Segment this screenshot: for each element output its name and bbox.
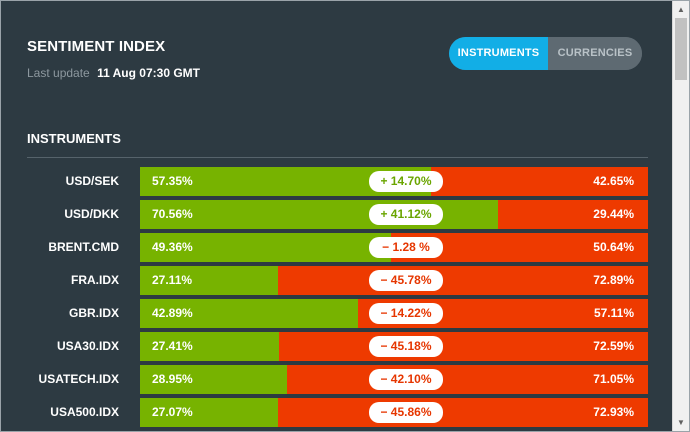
long-percent: 42.89%: [152, 306, 193, 320]
instrument-label: BRENT.CMD: [48, 240, 119, 254]
list-item: USD/SEK 57.35% + 14.70% 42.65%: [1, 167, 672, 200]
last-update-label: Last update: [27, 66, 90, 80]
vertical-scrollbar[interactable]: ▲ ▼: [672, 1, 689, 431]
sentiment-bar[interactable]: 27.41% − 45.18% 72.59%: [140, 332, 648, 361]
short-percent: 72.89%: [593, 273, 634, 287]
short-percent: 71.05%: [593, 372, 634, 386]
arrow-up-icon[interactable]: ▲: [677, 5, 685, 14]
view-toggle: INSTRUMENTS CURRENCIES: [449, 37, 642, 70]
long-fill: [140, 233, 391, 262]
difference-badge: − 14.22%: [369, 303, 443, 324]
sentiment-list: USD/SEK 57.35% + 14.70% 42.65% USD/DKK 70.56%…: [1, 167, 672, 431]
section-divider: [27, 157, 648, 158]
scrollbar-thumb[interactable]: [675, 18, 687, 80]
list-item: USATECH.IDX 28.95% − 42.10% 71.05%: [1, 365, 672, 398]
sentiment-bar[interactable]: 28.95% − 42.10% 71.05%: [140, 365, 648, 394]
list-item: BRENT.CMD 49.36% − 1.28 % 50.64%: [1, 233, 672, 266]
sentiment-bar[interactable]: 27.11% − 45.78% 72.89%: [140, 266, 648, 295]
difference-badge: + 14.70%: [369, 171, 443, 192]
instrument-label: FRA.IDX: [71, 273, 119, 287]
instrument-label: GBR.IDX: [68, 306, 119, 320]
short-percent: 42.65%: [593, 174, 634, 188]
sentiment-bar[interactable]: 27.07% − 45.86% 72.93%: [140, 398, 648, 427]
page-title: SENTIMENT INDEX: [27, 38, 166, 55]
long-percent: 70.56%: [152, 207, 193, 221]
sentiment-panel: SENTIMENT INDEX Last update 11 Aug 07:30…: [1, 1, 672, 431]
long-fill: [140, 266, 278, 295]
short-percent: 57.11%: [593, 306, 634, 320]
list-item: USD/DKK 70.56% + 41.12% 29.44%: [1, 200, 672, 233]
instrument-label: USA30.IDX: [56, 339, 119, 353]
list-item: USA30.IDX 27.41% − 45.18% 72.59%: [1, 332, 672, 365]
instrument-label: USATECH.IDX: [38, 372, 119, 386]
long-percent: 27.11%: [152, 273, 193, 287]
difference-badge: + 41.12%: [369, 204, 443, 225]
difference-badge: − 42.10%: [369, 369, 443, 390]
currencies-toggle-button[interactable]: CURRENCIES: [548, 37, 642, 70]
difference-badge: − 1.28 %: [369, 237, 443, 258]
last-update-value: 11 Aug 07:30 GMT: [97, 66, 200, 80]
short-percent: 29.44%: [593, 207, 634, 221]
long-fill: [140, 299, 358, 328]
long-fill: [140, 200, 498, 229]
long-percent: 27.41%: [152, 339, 193, 353]
sentiment-bar[interactable]: 57.35% + 14.70% 42.65%: [140, 167, 648, 196]
instrument-label: USD/SEK: [65, 174, 119, 188]
arrow-down-icon[interactable]: ▼: [677, 418, 685, 427]
long-percent: 49.36%: [152, 240, 193, 254]
instruments-toggle-button[interactable]: INSTRUMENTS: [449, 37, 548, 70]
difference-badge: − 45.78%: [369, 270, 443, 291]
sentiment-bar[interactable]: 49.36% − 1.28 % 50.64%: [140, 233, 648, 262]
long-fill: [140, 365, 287, 394]
short-percent: 72.93%: [593, 405, 634, 419]
instrument-label: USD/DKK: [64, 207, 119, 221]
long-fill: [140, 398, 278, 427]
list-item: FRA.IDX 27.11% − 45.78% 72.89%: [1, 266, 672, 299]
instrument-label: USA500.IDX: [50, 405, 119, 419]
long-percent: 28.95%: [152, 372, 193, 386]
long-percent: 27.07%: [152, 405, 193, 419]
long-percent: 57.35%: [152, 174, 193, 188]
short-percent: 72.59%: [593, 339, 634, 353]
list-item: USA500.IDX 27.07% − 45.86% 72.93%: [1, 398, 672, 431]
last-update: Last update 11 Aug 07:30 GMT: [27, 66, 200, 80]
section-title: INSTRUMENTS: [27, 131, 121, 146]
difference-badge: − 45.86%: [369, 402, 443, 423]
list-item: GBR.IDX 42.89% − 14.22% 57.11%: [1, 299, 672, 332]
sentiment-bar[interactable]: 70.56% + 41.12% 29.44%: [140, 200, 648, 229]
sentiment-bar[interactable]: 42.89% − 14.22% 57.11%: [140, 299, 648, 328]
short-percent: 50.64%: [593, 240, 634, 254]
long-fill: [140, 332, 279, 361]
difference-badge: − 45.18%: [369, 336, 443, 357]
